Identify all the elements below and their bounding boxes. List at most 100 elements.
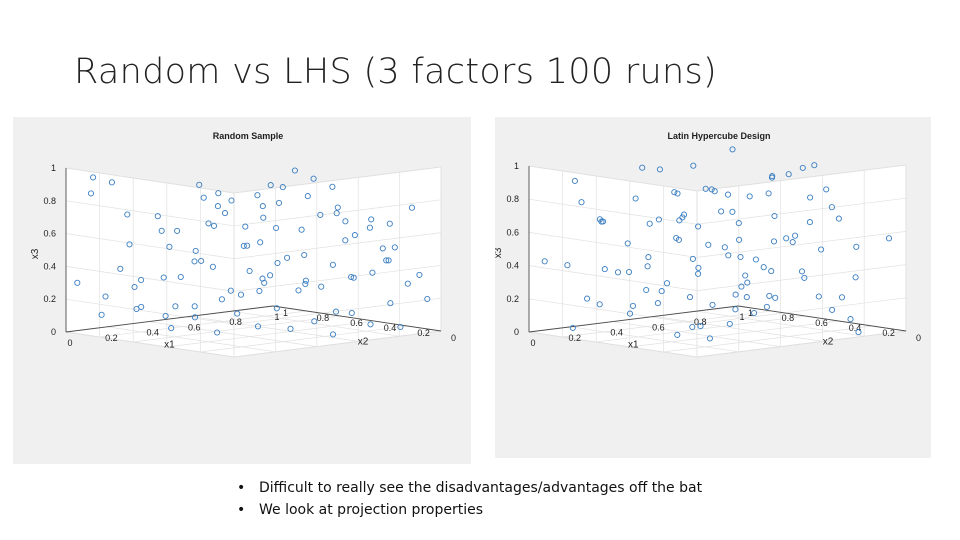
data-point xyxy=(367,321,374,328)
x3-tick-label: 0 xyxy=(514,327,519,337)
data-point xyxy=(829,306,836,313)
data-point xyxy=(725,252,732,259)
data-point xyxy=(646,220,653,227)
data-point xyxy=(397,323,404,331)
data-point xyxy=(174,227,181,234)
data-point xyxy=(168,325,175,332)
grid-line xyxy=(65,331,235,358)
x1-axis-label: x1 xyxy=(628,340,639,351)
data-point xyxy=(267,272,274,279)
data-point xyxy=(763,303,770,310)
data-point xyxy=(291,167,298,174)
data-point xyxy=(738,283,745,290)
grid-line xyxy=(528,331,698,358)
data-point xyxy=(742,272,749,279)
data-point xyxy=(329,331,337,338)
x1-tick-label: 0.8 xyxy=(694,317,707,327)
data-point xyxy=(366,224,373,231)
data-point xyxy=(214,203,221,210)
grid-line xyxy=(65,167,235,194)
data-point xyxy=(124,211,131,218)
data-point xyxy=(729,146,736,153)
x2-axis-line xyxy=(272,305,442,332)
data-point xyxy=(254,192,261,199)
data-point xyxy=(752,256,759,263)
x1-tick-label: 0 xyxy=(67,338,72,348)
data-point xyxy=(256,287,263,295)
data-point xyxy=(198,257,205,264)
grid-line xyxy=(65,266,235,292)
data-point xyxy=(656,166,663,173)
data-point xyxy=(801,274,808,281)
random-sample-plot: 0 0.2 0.4 0.6 0.8 1 0 0.2 0.4 0.6 0.8 1 0 0.2 0.4 0.6 0.… xyxy=(13,117,471,464)
data-point xyxy=(172,303,179,310)
x2-axis-line xyxy=(737,305,907,332)
data-point xyxy=(342,237,349,244)
data-point xyxy=(298,226,305,233)
data-point xyxy=(317,211,324,218)
data-point xyxy=(721,244,728,251)
grid-line xyxy=(562,310,772,338)
data-point xyxy=(257,239,264,246)
data-point xyxy=(626,268,633,276)
data-point xyxy=(823,186,830,193)
data-point xyxy=(404,280,411,287)
data-point xyxy=(626,310,634,317)
data-point xyxy=(408,204,415,211)
data-point xyxy=(855,329,862,336)
data-point xyxy=(674,190,681,197)
data-point xyxy=(772,294,779,301)
data-point xyxy=(655,216,662,223)
data-point xyxy=(98,311,105,318)
bullet-glyph: • xyxy=(237,480,246,496)
data-point xyxy=(275,199,283,206)
data-point xyxy=(639,164,646,171)
x2-tick-label: 0 xyxy=(916,333,921,343)
grid-line xyxy=(233,166,442,194)
axis-lines xyxy=(528,166,907,333)
data-point xyxy=(853,243,860,250)
x2-tick-label: 0.8 xyxy=(782,313,795,323)
data-point xyxy=(259,203,266,210)
data-point xyxy=(711,188,718,195)
x1-tick-label: 0.4 xyxy=(610,328,623,338)
x3-tick-label: 0.4 xyxy=(506,261,519,271)
x3-axis-label: x3 xyxy=(495,247,504,258)
data-point xyxy=(643,286,650,294)
x2-tick-label: 0.4 xyxy=(384,323,397,333)
data-point xyxy=(242,223,249,230)
data-point xyxy=(695,223,702,230)
grid-line xyxy=(99,310,307,338)
data-point xyxy=(770,238,778,245)
data-point xyxy=(177,273,184,281)
x3-axis-label: x3 xyxy=(30,248,41,259)
data-point xyxy=(138,276,145,284)
axis-lines xyxy=(65,168,442,333)
data-point xyxy=(160,274,167,281)
data-point xyxy=(818,246,825,253)
x3-tick-label: 0 xyxy=(51,327,56,337)
grid-line xyxy=(65,298,235,325)
data-point xyxy=(695,270,702,277)
data-point xyxy=(663,280,671,287)
data-point xyxy=(702,185,709,192)
grid-line xyxy=(133,315,341,343)
data-point xyxy=(732,306,739,313)
data-point xyxy=(332,308,340,315)
x1-axis-label: x1 xyxy=(164,340,175,351)
data-point xyxy=(234,310,241,317)
data-point xyxy=(735,220,742,227)
grid-line xyxy=(65,233,235,259)
data-point xyxy=(799,164,806,171)
bullet-glyph: • xyxy=(237,502,246,518)
data-point xyxy=(214,329,221,336)
data-point xyxy=(209,263,216,270)
data-point xyxy=(329,261,336,268)
data-point xyxy=(333,210,340,217)
data-point xyxy=(675,236,682,243)
bullet-list: • Difficult to really see the disadvantag… xyxy=(237,477,702,521)
x1-tick-label: 0.6 xyxy=(188,322,201,332)
data-point xyxy=(350,274,357,281)
data-point xyxy=(564,262,571,269)
x2-tick-label: 0.4 xyxy=(849,323,862,333)
